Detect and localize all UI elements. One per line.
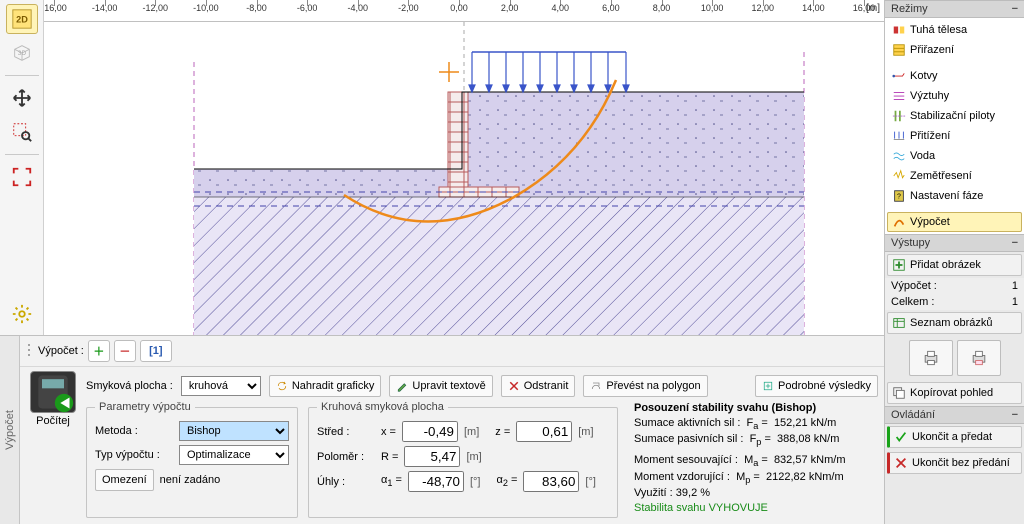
r-input[interactable] — [404, 446, 460, 467]
bottom-tab[interactable]: Výpočet — [0, 336, 20, 524]
svg-text:?: ? — [897, 194, 901, 201]
method-select[interactable]: Bishop — [179, 421, 289, 441]
shear-select[interactable]: kruhová — [181, 376, 261, 396]
mode-item-piles[interactable]: Stabilizační piloty — [887, 106, 1022, 126]
zoom-rect-tool[interactable] — [6, 117, 38, 147]
print-button-2[interactable] — [957, 340, 1001, 376]
viewport[interactable] — [44, 22, 884, 335]
print-button-1[interactable] — [909, 340, 953, 376]
fit-view-tool[interactable] — [6, 162, 38, 192]
modes-list: Tuhá tělesa Přiřazení Kotvy Výztuhy Stab… — [885, 18, 1024, 234]
circle-fieldset: Kruhová smyková plocha Střed :x =[m]z =[… — [308, 401, 618, 518]
move-tool[interactable] — [6, 83, 38, 113]
mode-item-surcharge[interactable]: Přitížení — [887, 126, 1022, 146]
mode-item-rigid[interactable]: Tuhá tělesa — [887, 20, 1022, 40]
outputs-compute-count: Výpočet :1 — [885, 278, 1024, 294]
right-panel: Režimy− Tuhá tělesa Přiřazení Kotvy Výzt… — [884, 0, 1024, 524]
shear-row: Smyková plocha : kruhová Nahradit grafic… — [86, 375, 878, 397]
view-3d-button[interactable]: 3D — [6, 38, 38, 68]
to-polygon-button[interactable]: Převést na polygon — [583, 375, 707, 397]
svg-text:3D: 3D — [17, 50, 26, 57]
finish-handover-button[interactable]: Ukončit a předat — [887, 426, 1022, 448]
print-row — [885, 336, 1024, 380]
results-block: Posouzení stability svahu (Bishop) Sumac… — [628, 401, 878, 518]
copy-view-button[interactable]: Kopírovat pohled — [887, 382, 1022, 404]
mode-item-earthquake[interactable]: Zemětřesení — [887, 166, 1022, 186]
compute-block: Počítej — [26, 371, 80, 518]
a2-input[interactable] — [523, 471, 579, 492]
outputs-header[interactable]: Výstupy− — [885, 234, 1024, 252]
ruler: [m] -16,00-14,00-12,00-10,00-8,00-6,00-4… — [44, 0, 884, 22]
stage-1-button[interactable]: [1] — [140, 340, 172, 362]
modes-header[interactable]: Režimy− — [885, 0, 1024, 18]
svg-text:2D: 2D — [16, 15, 28, 25]
z-input[interactable] — [516, 421, 572, 442]
mode-item-compute[interactable]: Výpočet — [887, 212, 1022, 232]
settings-button[interactable] — [6, 299, 38, 329]
mode-item-water[interactable]: Voda — [887, 146, 1022, 166]
remove-stage-button[interactable]: － — [114, 340, 136, 362]
mode-item-assign[interactable]: Přiřazení — [887, 40, 1022, 60]
edit-text-button[interactable]: Upravit textově — [389, 375, 492, 397]
mode-item-anchors[interactable]: Kotvy — [887, 66, 1022, 86]
left-toolbar: 2D 3D — [0, 0, 44, 335]
limit-button[interactable]: Omezení — [95, 469, 154, 491]
slope-drawing — [44, 22, 884, 335]
add-stage-button[interactable]: ＋ — [88, 340, 110, 362]
compute-button[interactable] — [30, 371, 76, 413]
detailed-results-button[interactable]: Podrobné výsledky — [755, 375, 878, 397]
bottom-toolbar: Výpočet : ＋ － [1] — [20, 336, 884, 367]
compute-label: Počítej — [36, 415, 70, 427]
bottom-label: Výpočet : — [38, 345, 84, 357]
control-header[interactable]: Ovládání− — [885, 406, 1024, 424]
grip-icon — [26, 342, 34, 360]
outputs-total-count: Celkem :1 — [885, 294, 1024, 310]
mode-item-stage[interactable]: ?Nastavení fáze — [887, 186, 1022, 206]
mode-item-reinforce[interactable]: Výztuhy — [887, 86, 1022, 106]
replace-graphic-button[interactable]: Nahradit graficky — [269, 375, 382, 397]
finish-nohandover-button[interactable]: Ukončit bez předání — [887, 452, 1022, 474]
params-fieldset: Parametry výpočtu Metoda :Bishop Typ výp… — [86, 401, 298, 518]
bottom-panel: Výpočet Výpočet : ＋ － [1] Počítej Smykov… — [0, 335, 884, 524]
list-images-button[interactable]: Seznam obrázků — [887, 312, 1022, 334]
delete-button[interactable]: Odstranit — [501, 375, 576, 397]
view-2d-button[interactable]: 2D — [6, 4, 38, 34]
a1-input[interactable] — [408, 471, 464, 492]
x-input[interactable] — [402, 421, 458, 442]
type-select[interactable]: Optimalizace — [179, 445, 289, 465]
add-image-button[interactable]: Přidat obrázek — [887, 254, 1022, 276]
